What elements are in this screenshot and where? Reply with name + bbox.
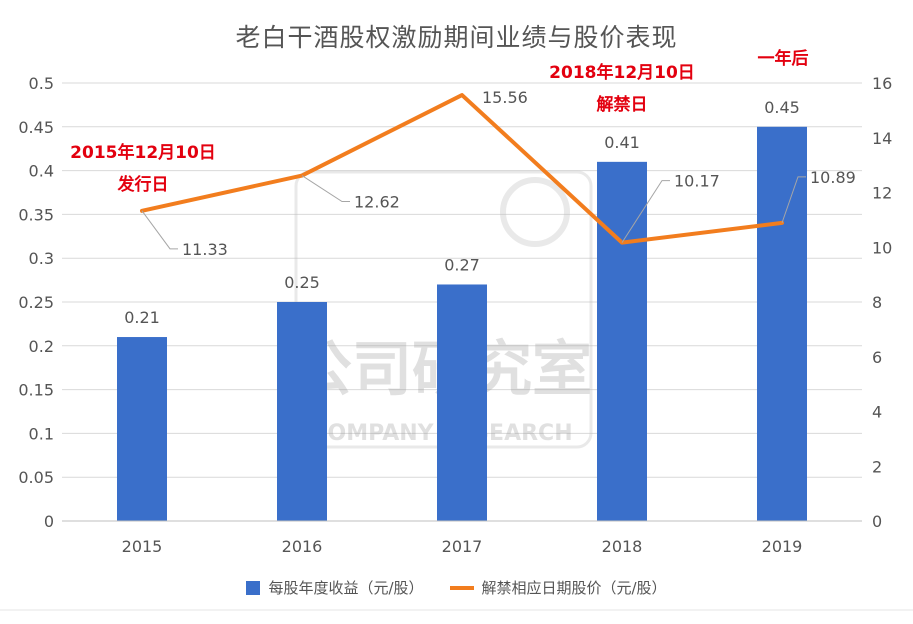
bar-data-label: 0.21 (124, 308, 160, 327)
legend: 每股年度收益（元/股） 解禁相应日期股价（元/股） (0, 577, 913, 598)
x-tick-label: 2016 (282, 537, 323, 556)
legend-swatch-line (449, 585, 474, 590)
legend-label-line: 解禁相应日期股价（元/股） (481, 579, 667, 597)
annotation-text: 解禁日 (597, 94, 648, 115)
y-left-tick-label: 0.5 (29, 74, 54, 93)
bar (277, 302, 327, 521)
y-right-tick-label: 0 (872, 512, 882, 531)
annotation-text: 一年后 (758, 48, 809, 69)
y-left-tick-label: 0.45 (18, 118, 54, 137)
bar (117, 337, 167, 521)
line-data-label: 15.56 (482, 88, 528, 107)
annotation-text: 2018年12月10日 (549, 62, 695, 83)
y-left-tick-label: 0.3 (29, 249, 54, 268)
y-right-tick-label: 4 (872, 403, 882, 422)
line-label-leader (621, 180, 670, 243)
x-tick-label: 2018 (602, 537, 643, 556)
y-right-tick-label: 10 (872, 238, 892, 257)
bar-data-label: 0.25 (284, 273, 320, 292)
bar (597, 161, 647, 521)
line-data-label: 11.33 (182, 240, 228, 259)
line-data-label: 10.17 (674, 172, 720, 191)
bar (437, 284, 487, 521)
x-tick-label: 2015 (122, 537, 163, 556)
annotation-text: 2015年12月10日 (70, 142, 216, 163)
line-label-leader (141, 210, 178, 250)
line-series (140, 93, 784, 245)
y-left-tick-label: 0.15 (18, 381, 54, 400)
legend-item-line: 解禁相应日期股价（元/股） (449, 577, 667, 598)
y-left-tick-label: 0.1 (29, 424, 54, 443)
y-left-tick-label: 0.4 (29, 162, 54, 181)
bar (757, 126, 807, 522)
y-right-tick-label: 16 (872, 74, 892, 93)
line-label-leader (781, 176, 806, 224)
line-data-label: 12.62 (354, 193, 400, 212)
y-right-tick-label: 14 (872, 129, 892, 148)
y-left-tick-label: 0.05 (18, 468, 54, 487)
legend-item-bar: 每股年度收益（元/股） (246, 577, 424, 598)
bar-data-label: 0.41 (604, 133, 640, 152)
y-right-tick-label: 6 (872, 348, 882, 367)
bar-data-label: 0.45 (764, 98, 800, 117)
legend-label-bar: 每股年度收益（元/股） (268, 579, 424, 597)
watermark-magnifier-icon (500, 177, 570, 247)
chart-title: 老白干酒股权激励期间业绩与股价表现 (235, 23, 678, 52)
y-right-tick-label: 12 (872, 184, 892, 203)
y-left-tick-label: 0.25 (18, 293, 54, 312)
bar-data-label: 0.27 (444, 255, 480, 274)
y-right-tick-label: 2 (872, 457, 882, 476)
x-tick-label: 2017 (442, 537, 483, 556)
y-left-tick-label: 0 (44, 512, 54, 531)
y-left-tick-label: 0.2 (29, 337, 54, 356)
y-left-tick-label: 0.35 (18, 205, 54, 224)
line-label-leader (301, 175, 350, 203)
x-tick-label: 2019 (762, 537, 803, 556)
annotation-text: 发行日 (117, 174, 169, 195)
legend-swatch-bar (246, 580, 261, 595)
y-right-tick-label: 8 (872, 293, 882, 312)
line-data-label: 10.89 (810, 168, 856, 187)
